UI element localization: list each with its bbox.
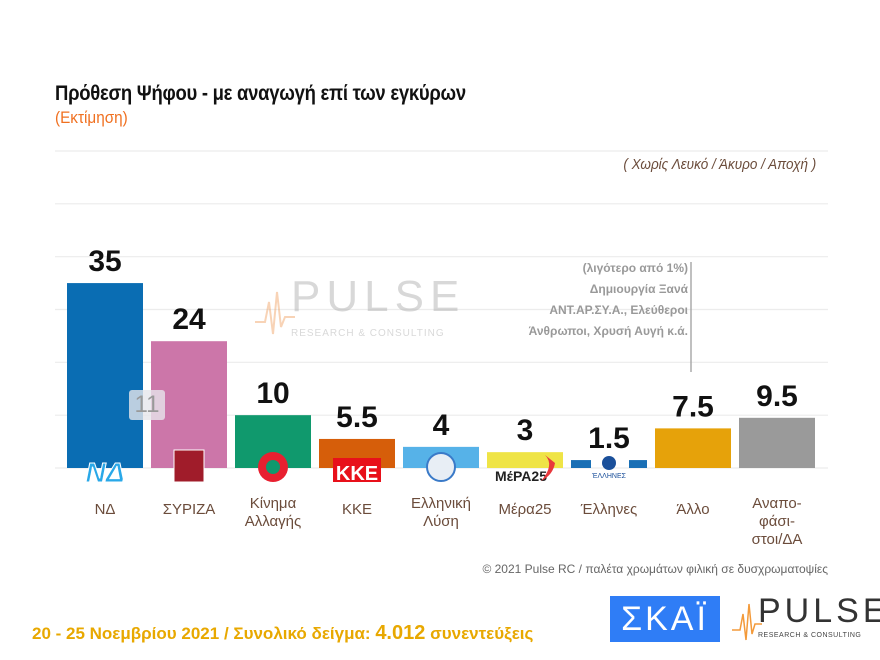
value-label: 4	[433, 409, 450, 442]
value-label: 5.5	[336, 401, 378, 434]
pulse-watermark: PULSE RESEARCH & CONSULTING	[255, 272, 459, 344]
category-label: Άλλο	[676, 501, 709, 518]
ellines-logo-icon	[602, 456, 616, 470]
category-label: ΚΚΕ	[342, 501, 372, 518]
bar	[629, 460, 647, 468]
value-label: 3	[517, 414, 534, 447]
kke-logo-icon	[333, 458, 381, 482]
category-label: Αλλαγής	[245, 513, 302, 530]
category-label: Αναπο-	[752, 495, 801, 512]
bar	[739, 417, 815, 468]
exclusion-note: ( Χωρίς Λευκό / Άκυρο / Αποχή )	[623, 156, 816, 173]
bar	[571, 460, 591, 468]
value-label: 7.5	[672, 390, 714, 423]
nd-logo-icon: ΝΔ	[85, 457, 124, 488]
value-label: 24	[172, 303, 206, 336]
chart-subtitle: (Εκτίμηση)	[55, 108, 128, 127]
bar	[67, 283, 143, 468]
category-label: ΣΥΡΙΖΑ	[163, 501, 216, 518]
pulse-wave-icon	[732, 603, 762, 641]
category-label: Ελληνική	[411, 495, 471, 512]
skai-logo: ΣΚΑΪ	[610, 596, 720, 642]
value-label: 10	[256, 377, 289, 410]
category-label: Έλληνες	[580, 501, 638, 518]
chart-title: Πρόθεση Ψήφου - με αναγωγή επί των εγκύρ…	[55, 82, 466, 105]
survey-info: 20 - 25 Νοεμβρίου 2021 / Συνολικό δείγμα…	[32, 622, 534, 644]
inner-bar-label: 11	[129, 390, 165, 420]
other-parties-annotation: (λιγότερο από 1%) Δημιουργία Ξανά ΑΝΤ.ΑΡ…	[528, 261, 688, 338]
copyright-note: © 2021 Pulse RC / παλέτα χρωμάτων φιλική…	[482, 562, 828, 576]
category-label: ΝΔ	[95, 501, 116, 518]
kinal-logo-center-icon	[266, 460, 280, 474]
bar	[487, 452, 563, 468]
category-label: Μέρα25	[498, 501, 551, 518]
mera25-swallow-icon	[541, 455, 555, 481]
category-label: Λύση	[423, 513, 459, 530]
kke-logo-text: ΚΚΕ	[336, 463, 378, 485]
value-label: 1.5	[588, 422, 630, 455]
elliniki-lysi-compass-icon	[426, 452, 456, 482]
category-label: Κίνημα	[250, 495, 297, 512]
bar	[655, 428, 731, 468]
pulse-logo: PULSE RESEARCH & CONSULTING	[732, 592, 880, 644]
category-label: φάσι-	[759, 513, 795, 530]
syriza-logo-icon	[173, 449, 205, 483]
category-label: στοι/ΔΑ	[752, 531, 803, 548]
ellines-logo-text: ΈΛΛΗΝΕΣ	[591, 473, 627, 480]
value-label: 35	[88, 245, 121, 278]
mera25-logo-icon: ΜέΡΑ25	[495, 468, 547, 484]
pulse-wave-icon	[255, 291, 295, 335]
value-label: 9.5	[756, 380, 798, 413]
